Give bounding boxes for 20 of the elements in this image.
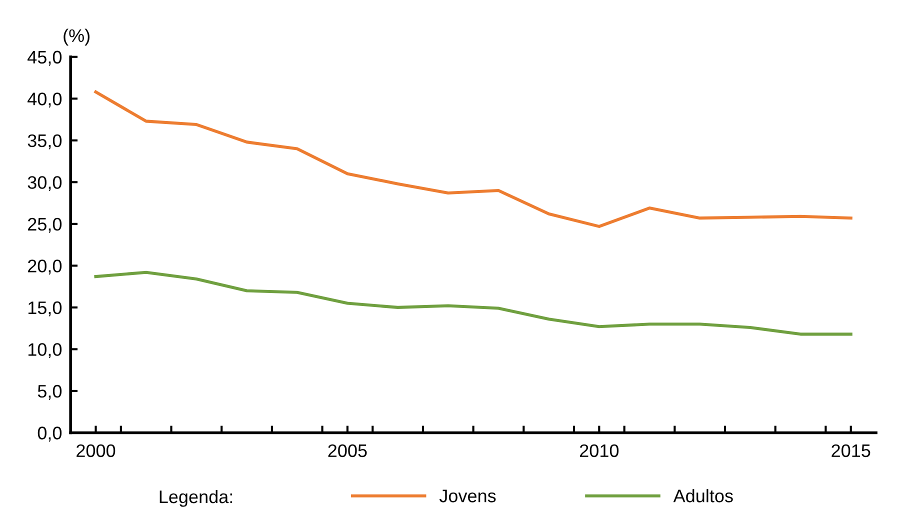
y-tick-label: 0,0 [38, 426, 62, 442]
y-tick-label: 40,0 [28, 92, 62, 108]
y-tick-label: 30,0 [28, 176, 62, 192]
legend-label: Adultos [673, 489, 733, 502]
x-tick-label: 2010 [580, 444, 619, 458]
y-tick-label: 5,0 [38, 384, 62, 400]
y-axis-title: (%) [64, 28, 90, 46]
legend-title: Legenda: [160, 490, 232, 507]
legend-label: Jovens [439, 490, 496, 502]
y-tick-label: 15,0 [28, 301, 62, 316]
x-tick-label: 2000 [76, 444, 116, 458]
line-series [94, 270, 852, 336]
x-tick-label: 2005 [328, 444, 367, 458]
y-tick-label: 20,0 [28, 260, 62, 275]
y-tick-label: 10,0 [28, 343, 62, 358]
y-tick-label: 35,0 [28, 134, 62, 150]
line-series [94, 90, 852, 228]
y-tick-label: 45,0 [28, 50, 62, 66]
y-tick-label: 25,0 [28, 218, 62, 233]
x-tick-label: 2015 [832, 444, 870, 458]
